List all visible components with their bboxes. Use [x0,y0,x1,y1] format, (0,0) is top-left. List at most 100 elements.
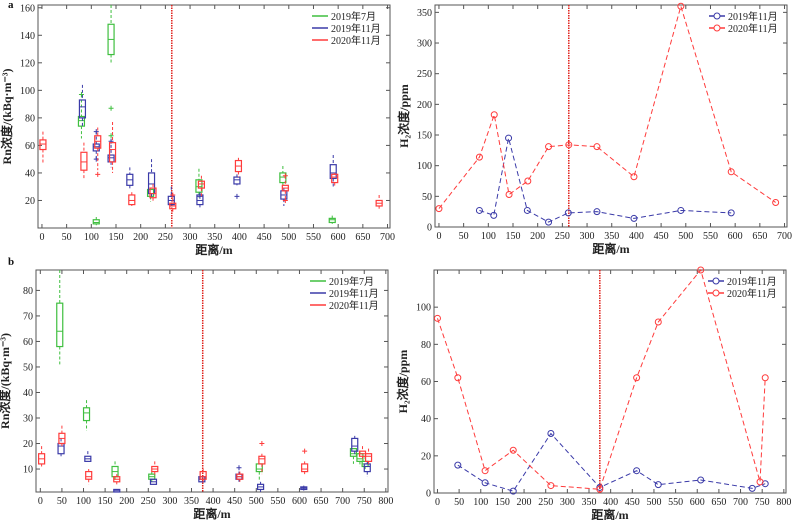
data-point [547,482,555,490]
chart-panel-b-h2: 0 50 100 150 200 250 300 350 400 450 500 550 600 650 7… [395,266,791,520]
y-tick-label: 20 [25,196,35,207]
outlier-marker [302,448,308,454]
legend-label: 2019年7月 [331,10,376,23]
x-tick-label: 150 [506,231,521,242]
box [364,453,373,462]
x-axis-label: 距离/m [195,242,232,257]
legend-label: 2020年11月 [331,34,381,47]
x-tick-label: 550 [306,232,321,243]
series-jul2019 [77,5,336,226]
x-tick-label: 350 [604,231,619,242]
box [279,172,287,184]
x-tick-label: 700 [380,232,395,243]
outlier-marker [95,171,101,177]
data-point [475,153,483,161]
box [94,135,102,149]
y-tick-label: 250 [417,69,432,80]
y-tick-label: 80 [25,113,35,124]
series-nov2020 [435,2,780,213]
data-point [523,206,531,214]
x-axis-label: 距离/m [193,506,230,520]
chart-panel-b-rn: 0 50 100 150 200 250 300 350 400 450 500 550 600 650 7… [0,256,393,520]
x-tick-label: 200 [517,497,532,508]
outlier-marker [108,133,114,139]
data-point [772,198,780,206]
legend-label: 2020年11月 [329,299,379,312]
x-tick-label: 400 [206,496,221,507]
plot-frame [433,269,787,494]
data-point [454,374,462,382]
box [85,470,93,480]
x-tick-label: 350 [582,497,597,508]
data-point [481,479,489,487]
y-tick-label: 40 [23,388,33,399]
y-axis-label: H₂浓度/ppm [396,84,411,148]
outlier-marker [108,105,114,111]
x-tick-label: 350 [207,232,222,243]
x-tick-label: 200 [133,232,148,243]
y-axis-label: H₂浓度/ppm [395,350,410,414]
data-point [761,374,769,382]
data-point [748,484,756,492]
x-tick-label: 550 [270,496,285,507]
outlier-marker [78,91,84,97]
x-tick-label: 250 [538,497,553,508]
y-tick-label: 60 [23,337,33,348]
series-line [436,268,766,490]
x-tick-label: 100 [76,496,91,507]
data-point [697,266,705,274]
data-point [475,206,483,214]
y-tick-label: 0 [426,489,431,500]
y-tick-label: 50 [23,362,33,373]
x-tick-label: 300 [580,231,595,242]
data-point [596,485,604,493]
data-point [435,205,443,213]
outlier-marker [282,173,288,179]
data-point [454,461,462,469]
box [258,455,266,465]
x-tick-label: 150 [109,232,124,243]
box [351,437,359,452]
y-tick-label: 200 [417,100,432,111]
x-tick-label: 600 [292,496,307,507]
box [128,194,136,206]
data-point [481,467,489,475]
data-point [490,211,498,219]
legend-marker [712,289,720,297]
box [331,173,339,184]
x-tick-label: 0 [38,496,43,507]
x-tick-label: 650 [355,232,370,243]
data-point [633,467,641,475]
data-point [630,173,638,181]
chart-panel-a-h2: 0 50 100 150 200 250 300 350 400 450 500 550 600 650 7… [396,2,792,256]
x-tick-label: 650 [314,496,329,507]
y-tick-label: 20 [23,439,33,450]
x-tick-label: 450 [257,232,272,243]
y-tick-label: 150 [417,131,432,142]
y-tick-label: 70 [23,311,33,322]
y-tick-label: 40 [25,168,35,179]
data-point [564,209,572,217]
y-tick-label: 80 [421,340,431,351]
outlier-marker [259,441,265,447]
box [149,187,157,199]
data-point [505,190,513,198]
plot-frame [35,269,389,493]
data-point [593,143,601,151]
plot-frame [434,4,788,228]
y-tick-label: 30 [23,414,33,425]
box [77,115,86,127]
outlier-marker [197,193,203,199]
y-tick-label: 0 [427,223,432,234]
box [108,142,117,163]
y-tick-label: 100 [417,161,432,172]
data-point [677,2,685,10]
box [80,151,88,171]
legend-marker [713,12,721,20]
series-nov2019 [475,134,735,226]
outlier-marker [170,192,176,198]
x-tick-label: 50 [62,232,72,243]
y-tick-label: 160 [20,3,35,14]
